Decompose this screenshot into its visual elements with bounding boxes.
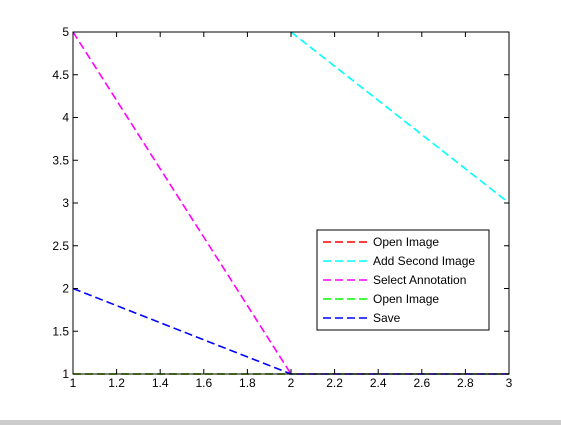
y-tick-label: 3.5 (52, 153, 69, 167)
legend: Open Image Add Second Image Select Annotat… (316, 229, 490, 331)
y-tick-label: 3 (62, 196, 69, 210)
x-tick-label: 1.2 (108, 376, 125, 390)
y-tick-label: 4.5 (52, 68, 69, 82)
legend-label-2: Add Second Image (373, 254, 475, 268)
x-tick-label: 1.8 (239, 376, 256, 390)
x-tick-label: 3 (506, 376, 513, 390)
y-tick-label: 4 (62, 111, 69, 125)
x-tick-label: 2.6 (413, 376, 430, 390)
x-tick-label: 2.8 (457, 376, 474, 390)
y-tick-label: 2 (62, 282, 69, 296)
x-tick-label: 2 (288, 376, 295, 390)
ticks-layer: 1 1.2 1.4 1.6 1.8 2 2.2 2.4 2.6 2.8 3 1 1.5 2 2.5 3 3.5 4… (52, 25, 512, 390)
series-line-3 (72, 31, 509, 375)
y-tick-label: 1 (62, 367, 69, 381)
x-tick-label: 2.2 (326, 376, 343, 390)
legend-label-4: Open Image (373, 292, 439, 306)
legend-label-5: Save (373, 311, 401, 325)
series-line-2 (290, 31, 510, 204)
y-tick-label: 5 (62, 25, 69, 39)
x-tick-label: 1.6 (195, 376, 212, 390)
y-tick-label: 2.5 (52, 239, 69, 253)
legend-label-1: Open Image (373, 235, 439, 249)
x-tick-label: 1 (70, 376, 77, 390)
x-tick-label: 1.4 (152, 376, 169, 390)
y-tick-label: 1.5 (52, 324, 69, 338)
x-tick-label: 2.4 (370, 376, 387, 390)
legend-box (316, 229, 490, 331)
legend-label-3: Select Annotation (373, 273, 466, 287)
